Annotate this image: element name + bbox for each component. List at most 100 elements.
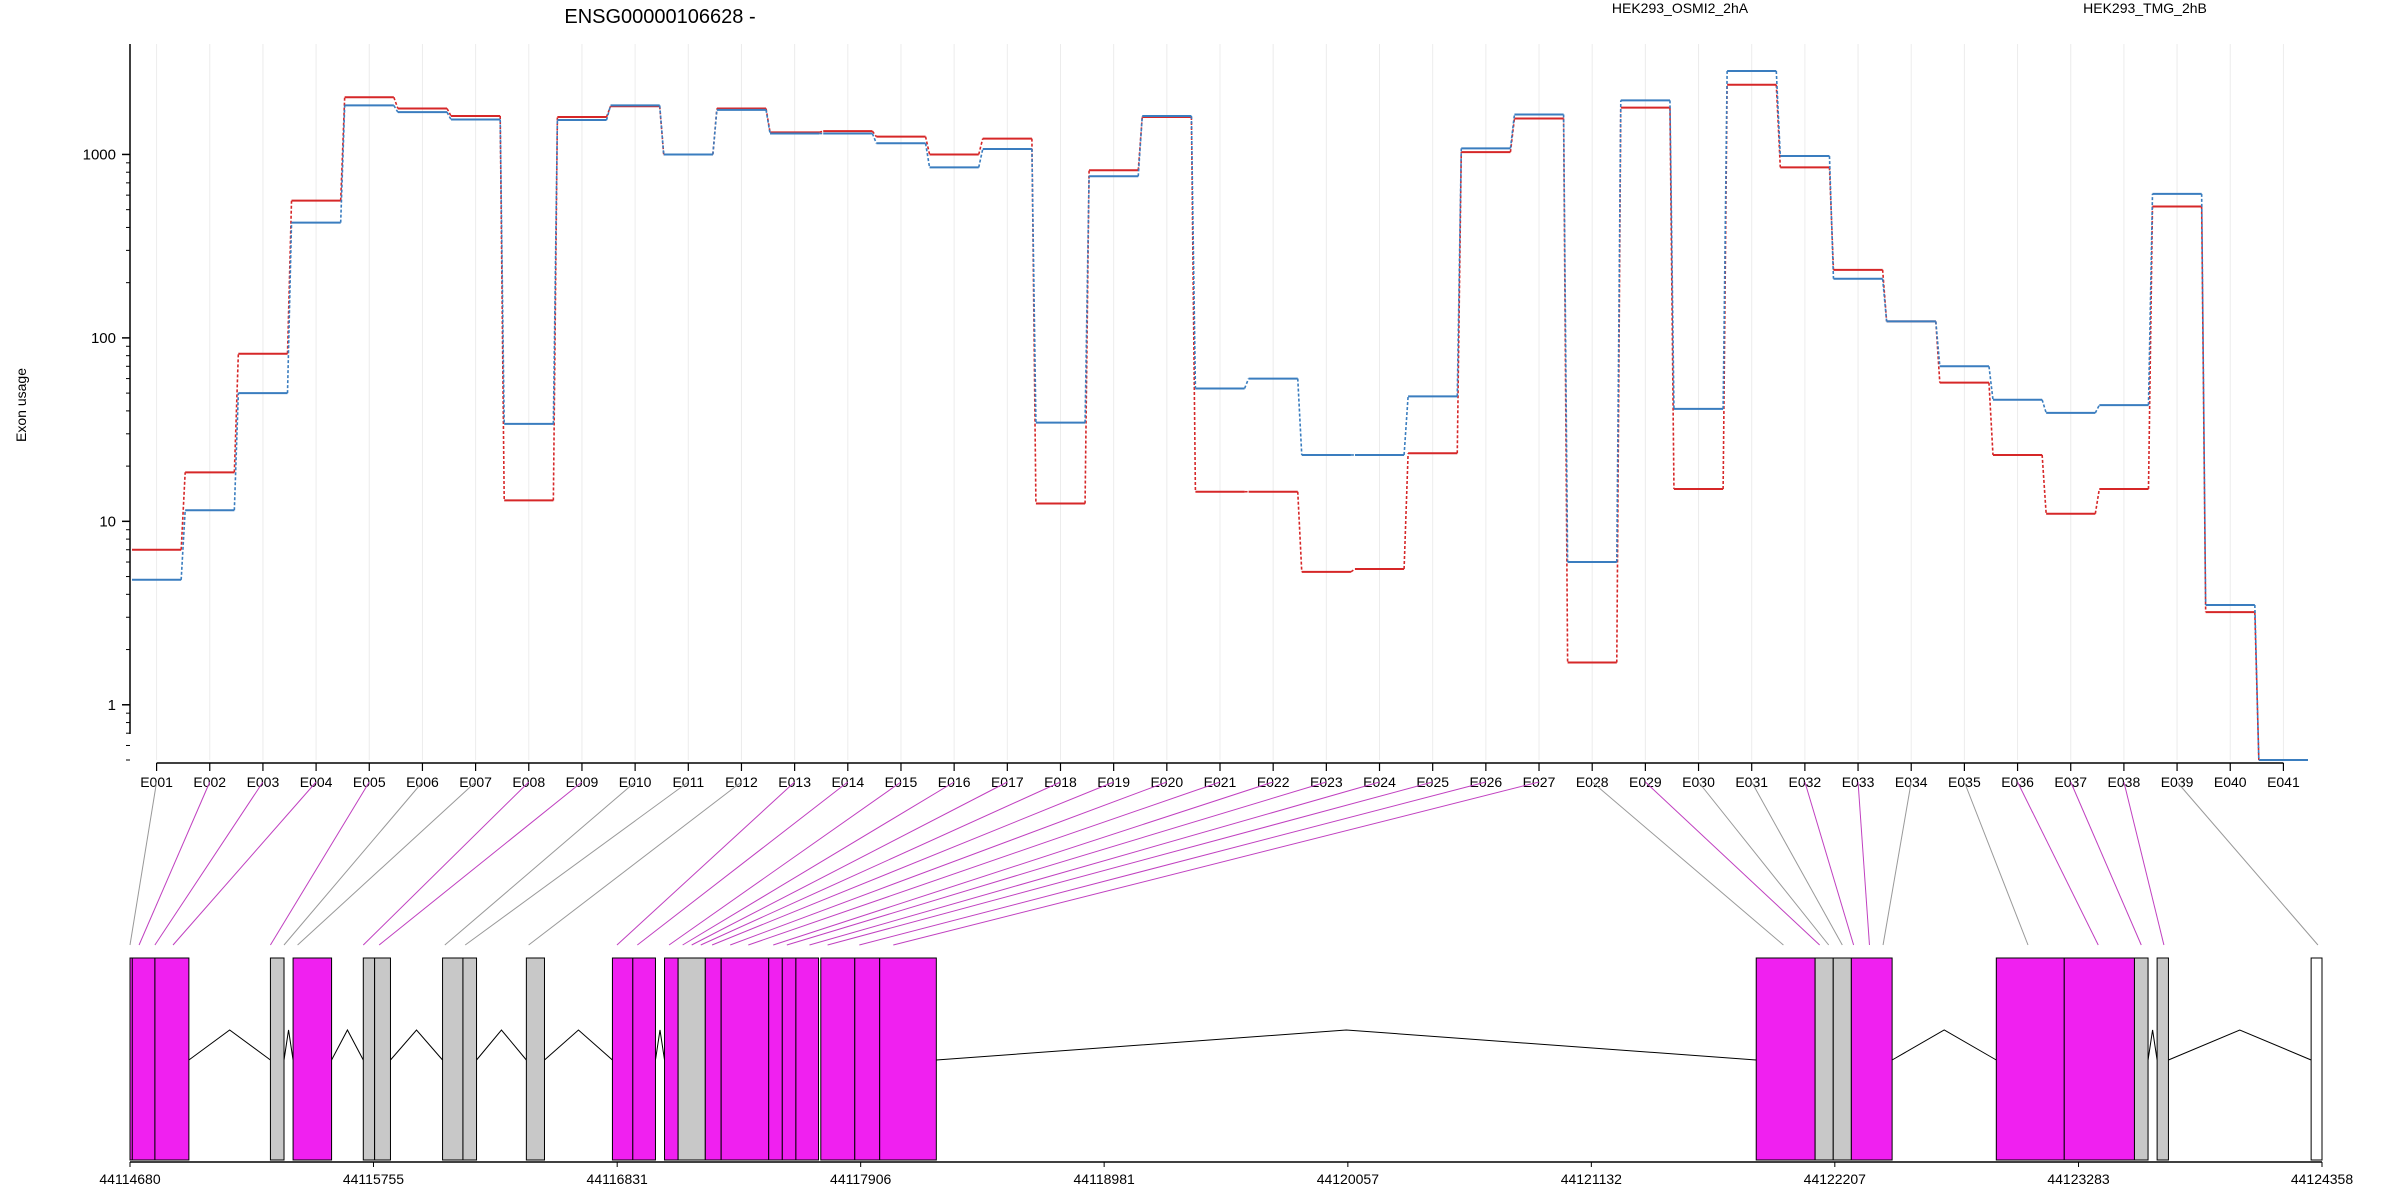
series-riser <box>1988 382 1994 456</box>
y-tick-label: 1 <box>108 697 116 714</box>
connector-line <box>730 781 1168 946</box>
series-riser <box>871 133 878 144</box>
series-riser <box>2041 454 2047 514</box>
intron-line <box>936 1029 1757 1061</box>
connector-line <box>2070 781 2142 946</box>
series-riser <box>2200 193 2207 605</box>
genome-tick-label: 44118981 <box>1074 1171 1135 1187</box>
series-riser <box>2094 404 2101 414</box>
exon-box <box>2133 957 2149 1161</box>
series-riser <box>2254 604 2260 761</box>
chart-title: ENSG00000106628 - <box>564 6 755 28</box>
series-riser <box>552 120 559 424</box>
x-tick-label: E006 <box>406 774 439 790</box>
x-tick-label: E004 <box>300 774 333 790</box>
series-riser <box>1190 116 1197 492</box>
x-tick-label: E023 <box>1310 774 1343 790</box>
exon-connectors <box>129 781 2319 946</box>
connector-line <box>2123 781 2165 946</box>
connector-line <box>528 781 742 946</box>
exon-box <box>374 957 391 1161</box>
x-tick-label: E012 <box>725 774 758 790</box>
exon-box <box>879 957 937 1161</box>
genome-tick-label: 44122207 <box>1804 1171 1867 1187</box>
connector-line <box>138 781 211 946</box>
x-tick-label: E034 <box>1895 774 1928 790</box>
exon-box <box>525 957 545 1161</box>
exon-box <box>269 957 285 1161</box>
x-tick-label: E013 <box>778 774 811 790</box>
connector-line <box>827 781 1433 946</box>
series-riser <box>393 96 399 109</box>
x-tick-label: E008 <box>512 774 545 790</box>
series-riser <box>1722 70 1728 409</box>
exon-box <box>2310 957 2323 1161</box>
connector-line <box>172 781 317 946</box>
exon-box <box>2156 957 2169 1161</box>
exon-box <box>292 957 333 1161</box>
connector-line <box>809 781 1380 946</box>
intron-line <box>654 1029 666 1061</box>
x-tick-label: E021 <box>1204 774 1237 790</box>
exon-box <box>1995 957 2065 1161</box>
y-tick-label: 1000 <box>83 146 116 163</box>
connector-line <box>1963 781 2029 946</box>
exon-box <box>362 957 376 1161</box>
series-riser <box>1350 568 1356 573</box>
series-riser <box>1403 453 1409 569</box>
series-riser <box>180 510 186 580</box>
exon-box <box>611 957 634 1161</box>
x-tick-label: E025 <box>1416 774 1449 790</box>
connector-line <box>154 781 264 946</box>
y-tick-label: 100 <box>91 330 116 347</box>
x-tick-label: E003 <box>247 774 280 790</box>
series-riser <box>1509 114 1516 149</box>
series-riser <box>712 109 718 155</box>
exon-box <box>154 957 190 1161</box>
x-tick-label: E027 <box>1523 774 1556 790</box>
series-riser <box>1562 114 1569 563</box>
series-riser <box>1403 396 1409 456</box>
series-riser <box>1775 70 1782 157</box>
exon-box <box>704 957 722 1161</box>
series-riser <box>1296 378 1303 456</box>
exon-box <box>131 957 156 1161</box>
connector-line <box>1698 781 1830 946</box>
x-tick-label: E005 <box>353 774 386 790</box>
intron-line <box>2147 1029 2158 1061</box>
series-riser <box>818 130 824 134</box>
connector-line <box>283 781 423 946</box>
connector-line <box>1857 781 1870 946</box>
series-riser <box>446 108 452 117</box>
exon-box <box>1814 957 1834 1161</box>
connector-line <box>786 781 1327 946</box>
genome-tick-label: 44120057 <box>1317 1171 1380 1187</box>
genome-tick-label: 44115755 <box>343 1171 404 1187</box>
intron-line <box>283 1029 294 1061</box>
intron-line <box>331 1028 364 1061</box>
connector-line <box>464 781 689 946</box>
exon-box <box>632 957 656 1161</box>
y-axis-label: Exon usage <box>13 368 29 442</box>
genome-tick-label: 44114680 <box>99 1171 160 1187</box>
series-riser <box>286 222 293 394</box>
connector-line <box>1804 781 1855 946</box>
series-riser <box>977 138 984 155</box>
connector-line <box>711 781 1114 946</box>
x-tick-label: E011 <box>672 774 704 790</box>
connector-line <box>269 781 370 946</box>
exon-box <box>768 957 783 1161</box>
exon-box <box>1755 957 1816 1161</box>
x-tick-label: E015 <box>885 774 918 790</box>
connector-line <box>129 781 158 946</box>
exon-box <box>1832 957 1852 1161</box>
connector-line <box>1882 781 1912 946</box>
x-tick-label: E014 <box>831 774 864 790</box>
x-tick-label: E016 <box>938 774 971 790</box>
series-riser <box>605 106 612 118</box>
connector-line <box>362 781 530 946</box>
x-tick-label: E001 <box>140 774 173 790</box>
series-riser <box>977 148 984 168</box>
series-riser <box>1190 115 1197 389</box>
connector-line <box>378 781 583 946</box>
